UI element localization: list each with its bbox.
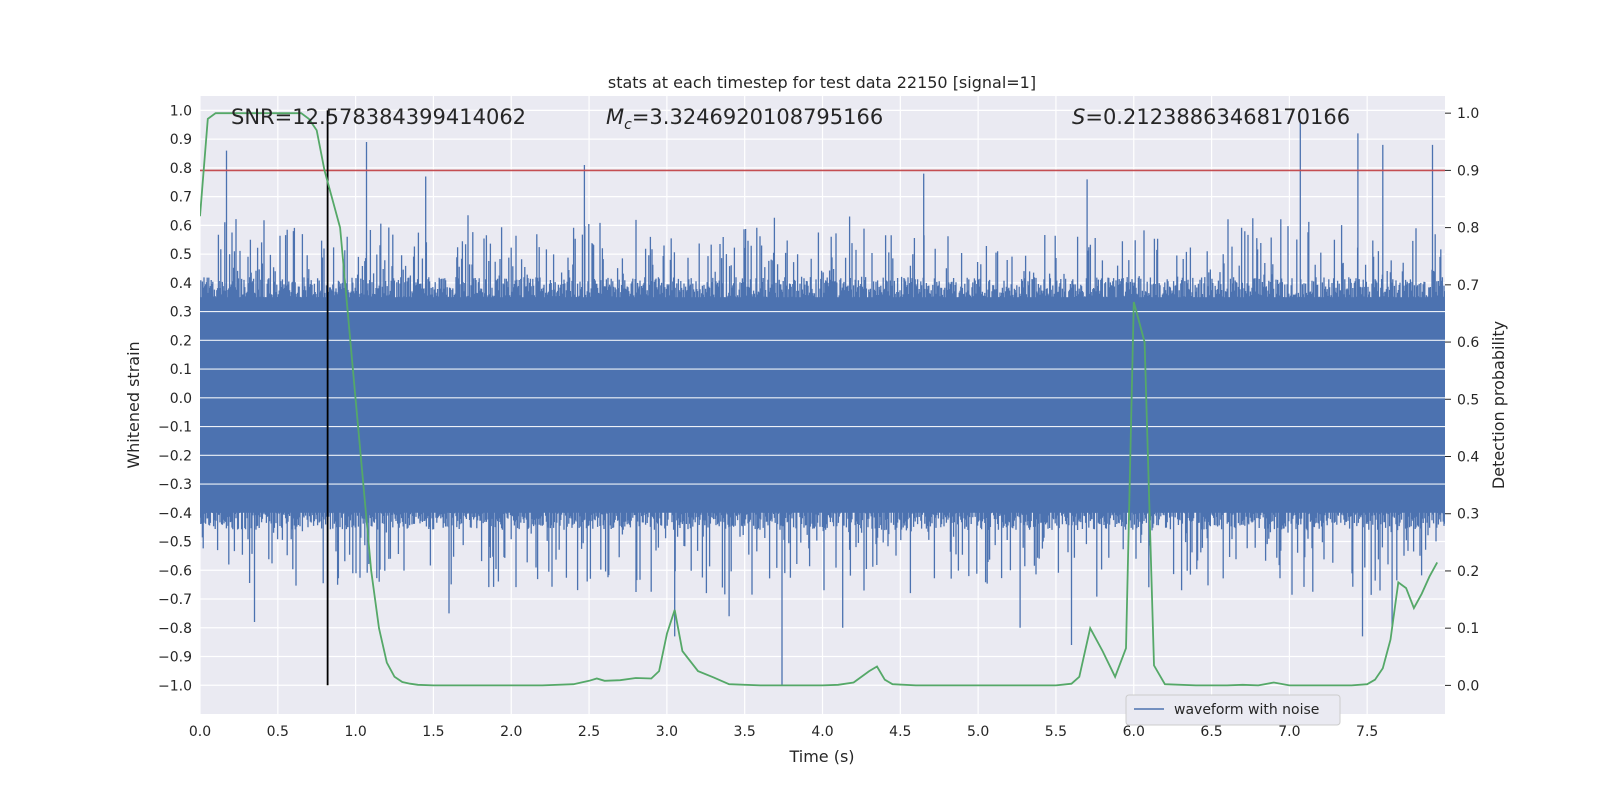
y-tick-label: 0.9	[170, 132, 192, 148]
x-tick-label: 7.0	[1278, 724, 1300, 740]
axes-text: 0.0 0.5 1.0 1.5 2.0 2.5 3.0 3.5 4.0 4.5 5.0 5.5 6.0 6…	[158, 103, 1479, 740]
y-tick-label: 0.5	[170, 247, 192, 263]
x-tick-label: 7.5	[1356, 724, 1378, 740]
x-tick-label: 3.0	[656, 724, 678, 740]
y-tick-label: 0.1	[170, 362, 192, 378]
y-tick-label: −0.1	[158, 420, 192, 436]
y2-tick-label: 0.4	[1457, 450, 1479, 466]
y-tick-label: 0.4	[170, 276, 192, 292]
y-axis-label: Whitened strain	[124, 341, 143, 468]
y2-tick-label: 0.0	[1457, 678, 1479, 694]
x-tick-label: 2.0	[500, 724, 522, 740]
y-tick-label: −0.8	[158, 621, 192, 637]
detection-probability-line	[200, 112, 1438, 687]
y-tick-label: −1.0	[158, 678, 192, 694]
y-tick-label: 0.2	[170, 333, 192, 349]
y-tick-label: 0.0	[170, 391, 192, 407]
x-tick-label: 4.0	[811, 724, 833, 740]
y2-tick-label: 0.5	[1457, 392, 1479, 408]
x-tick-label: 2.5	[578, 724, 600, 740]
x-tick-label: 0.5	[267, 724, 289, 740]
x-tick-label: 5.0	[967, 724, 989, 740]
plot-area	[200, 110, 1445, 687]
y-tick-label: 0.3	[170, 305, 192, 321]
y-tick-label: 0.6	[170, 218, 192, 234]
legend: waveform with noise	[1125, 694, 1341, 726]
snr-annotation: SNR=12.578384399414062	[231, 105, 526, 129]
s-annotation: S=0.21238863468170166	[1072, 105, 1350, 129]
x-tick-label: 4.5	[889, 724, 911, 740]
y-tick-label: 1.0	[170, 103, 192, 119]
y2-tick-label: 0.3	[1457, 507, 1479, 523]
y2-tick-label: 0.7	[1457, 278, 1479, 294]
legend-box	[1125, 694, 1341, 726]
y2-tick-label: 0.6	[1457, 335, 1479, 351]
waveform-core-band	[200, 297, 1445, 513]
y2-tick-label: 1.0	[1457, 106, 1479, 122]
x-tick-label: 1.5	[422, 724, 444, 740]
chart-title: stats at each timestep for test data 221…	[608, 73, 1036, 92]
x-tick-label: 0.0	[189, 724, 211, 740]
y-tick-label: −0.2	[158, 448, 192, 464]
x-tick-label: 6.5	[1200, 724, 1222, 740]
y-tick-label: 0.8	[170, 161, 192, 177]
y2-tick-label: 0.1	[1457, 621, 1479, 637]
y-tick-label: −0.4	[158, 506, 192, 522]
chirp-mass-annotation: Mc=3.3246920108795166	[606, 105, 883, 133]
y2-tick-label: 0.8	[1457, 221, 1479, 237]
y2-tick-label: 0.9	[1457, 163, 1479, 179]
y2-tick-label: 0.2	[1457, 564, 1479, 580]
y-tick-label: −0.9	[158, 650, 192, 666]
y-tick-label: −0.5	[158, 535, 192, 551]
legend-label: waveform with noise	[1174, 702, 1319, 718]
x-tick-label: 1.0	[344, 724, 366, 740]
y-tick-label: −0.7	[158, 592, 192, 608]
x-tick-label: 3.5	[734, 724, 756, 740]
x-tick-label: 5.5	[1045, 724, 1067, 740]
y2-axis-label: Detection probability	[1489, 321, 1508, 489]
y-tick-label: 0.7	[170, 190, 192, 206]
y-tick-label: −0.6	[158, 563, 192, 579]
x-tick-label: 6.0	[1123, 724, 1145, 740]
x-axis-label: Time (s)	[788, 747, 854, 766]
y-tick-label: −0.3	[158, 477, 192, 493]
